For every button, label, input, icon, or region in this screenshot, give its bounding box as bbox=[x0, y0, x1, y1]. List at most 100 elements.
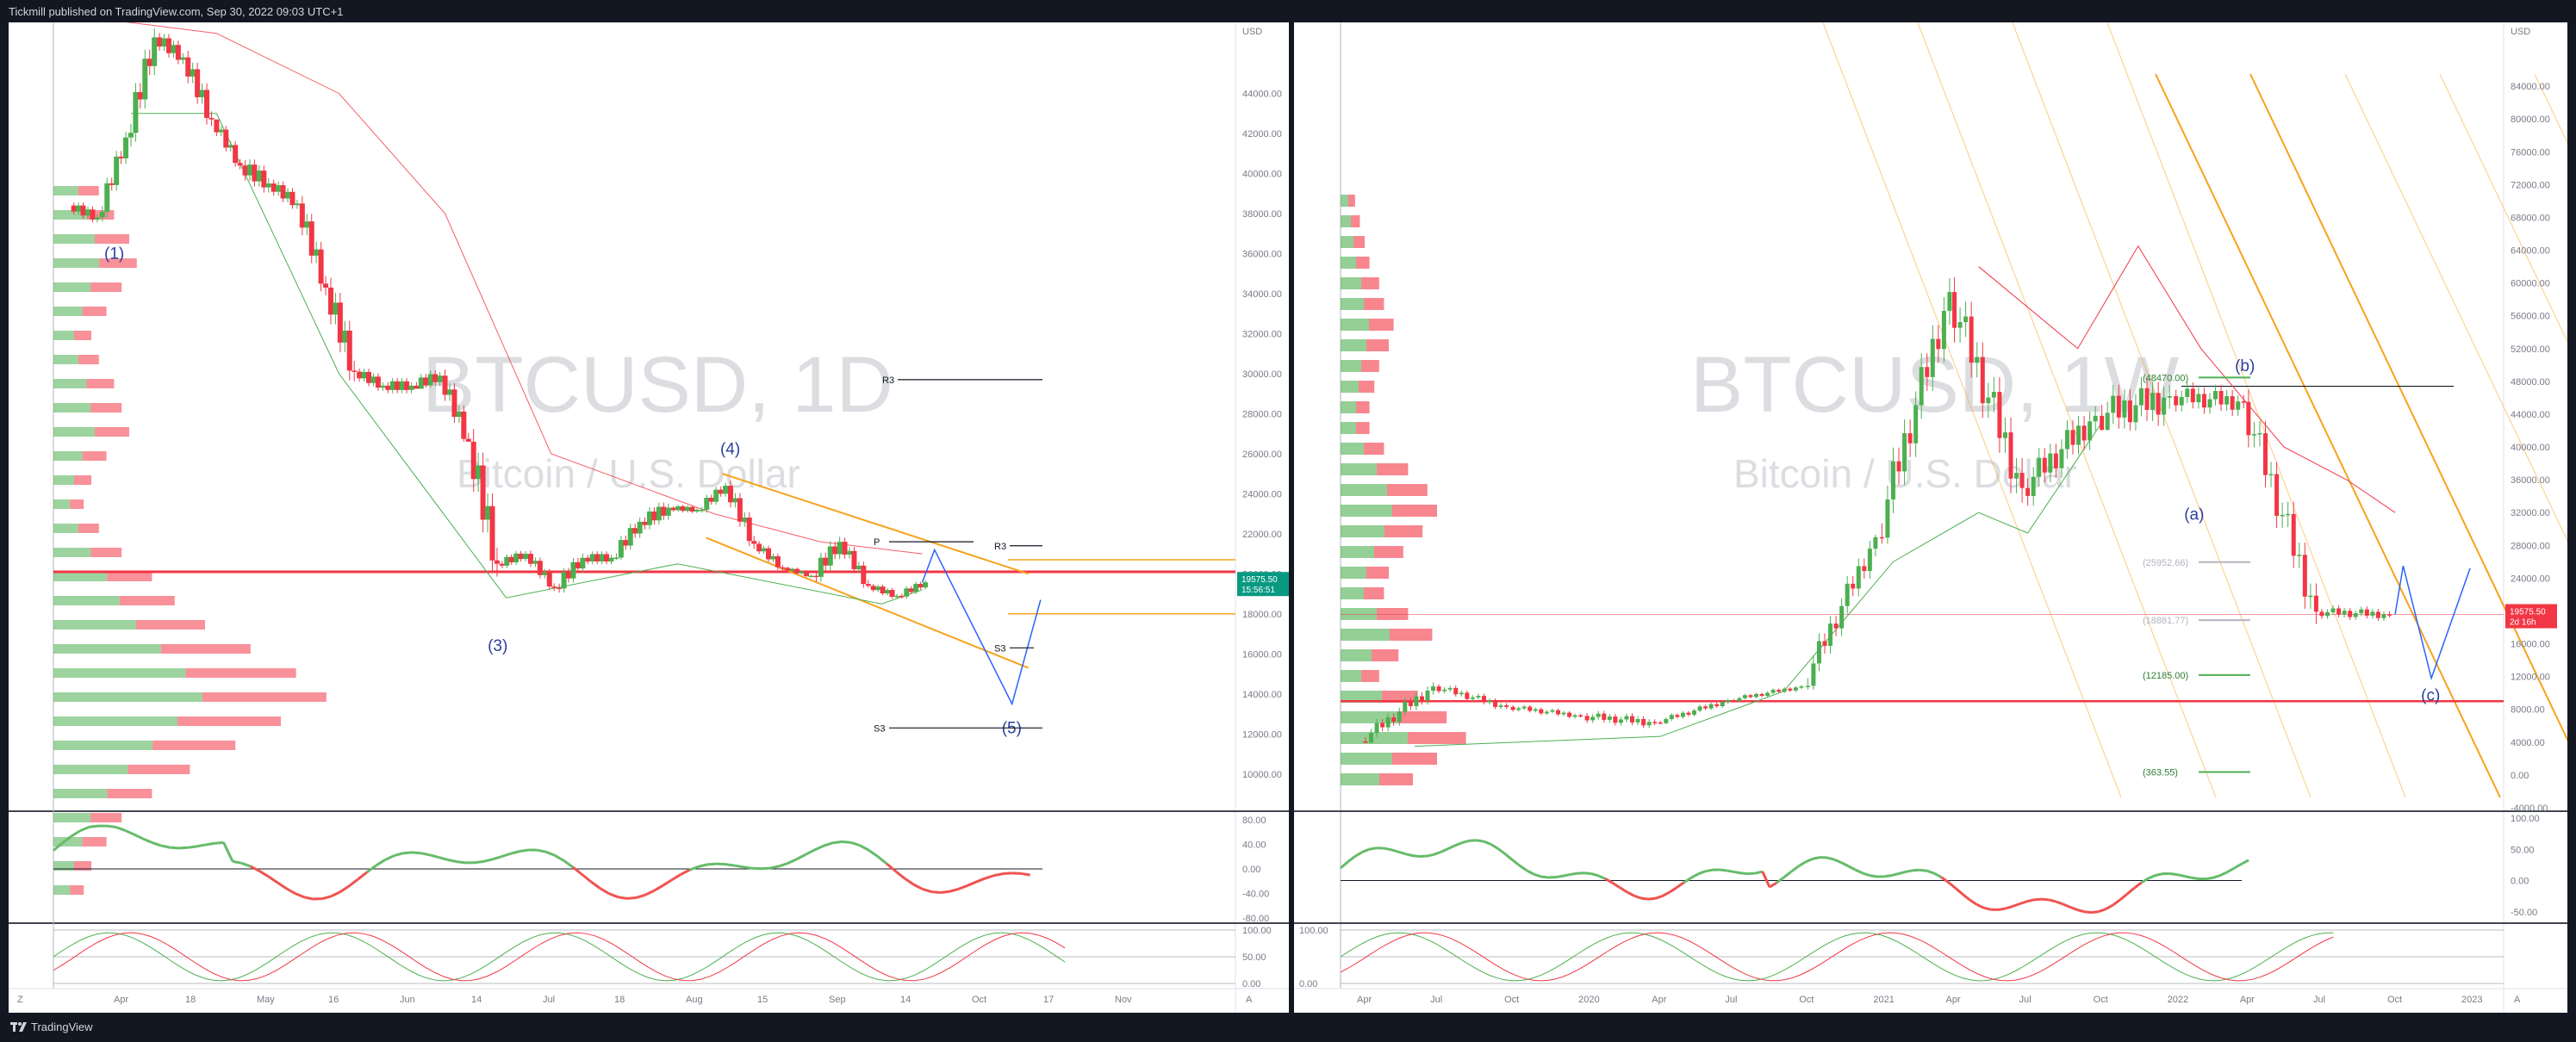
candle-body bbox=[2100, 415, 2105, 431]
volume-profile-down bbox=[74, 331, 91, 340]
candle-body bbox=[1675, 715, 1680, 717]
candle-body bbox=[508, 556, 514, 562]
rsi-segment bbox=[1604, 878, 1614, 884]
candle-body bbox=[2162, 397, 2167, 415]
rsi-segment bbox=[1954, 887, 1964, 896]
candle-body bbox=[770, 555, 776, 560]
candle-body bbox=[923, 582, 929, 588]
candle-body bbox=[1613, 716, 1618, 723]
volume-profile-up bbox=[1341, 587, 1364, 599]
candle-body bbox=[842, 542, 848, 555]
volume-profile-down bbox=[90, 282, 122, 292]
rsi-segment bbox=[2133, 881, 2143, 890]
candle-body bbox=[2359, 609, 2364, 614]
candle-body bbox=[2088, 421, 2093, 441]
rsi-segment bbox=[617, 896, 627, 900]
candle-body bbox=[2268, 474, 2274, 475]
x-tick-label: 16 bbox=[328, 995, 339, 1005]
candle-body bbox=[276, 185, 282, 192]
candle-body bbox=[289, 191, 296, 206]
rsi-segment bbox=[904, 877, 915, 886]
volume-profile-up bbox=[1341, 298, 1364, 310]
candle-body bbox=[1759, 693, 1764, 697]
candle-body bbox=[485, 505, 491, 520]
x-tick-label: Apr bbox=[1652, 995, 1666, 1005]
volume-profile-down bbox=[160, 644, 251, 654]
candle-body bbox=[1380, 723, 1385, 728]
x-tick-label: Oct bbox=[972, 995, 986, 1005]
volume-profile-up bbox=[53, 837, 83, 847]
candle-body bbox=[1793, 687, 1798, 691]
candle-body bbox=[233, 145, 239, 164]
rsi-segment bbox=[71, 829, 81, 838]
fib-label: (12185.00) bbox=[2143, 671, 2188, 681]
candle-body bbox=[165, 38, 171, 53]
rsi-segment bbox=[985, 874, 995, 880]
a-button[interactable]: A bbox=[2514, 995, 2521, 1005]
candle-body bbox=[1680, 712, 1685, 717]
chart-pane-weekly[interactable]: BTCUSD, 1W Bitcoin / U.S. Dollar (a) (b) (c)… bbox=[1294, 22, 2567, 1013]
rsi-segment bbox=[1526, 869, 1534, 876]
a-button[interactable]: A bbox=[1246, 995, 1253, 1005]
rsi-segment bbox=[1683, 877, 1692, 884]
volume-profile-up bbox=[1341, 381, 1359, 393]
candle-body bbox=[2348, 611, 2353, 617]
rsi-segment bbox=[2091, 910, 2099, 915]
candle-body bbox=[1516, 708, 1521, 710]
candle-body bbox=[1391, 717, 1397, 723]
rsi-segment bbox=[1533, 872, 1541, 878]
candle-body bbox=[885, 590, 891, 594]
footer-brand[interactable]: TradingView bbox=[31, 1020, 93, 1033]
candle-body bbox=[2167, 396, 2172, 398]
volume-profile-down bbox=[1361, 670, 1379, 682]
candle-body bbox=[2156, 393, 2161, 415]
candle-body bbox=[1902, 433, 1907, 472]
candle-body bbox=[1539, 709, 1544, 714]
candle-body bbox=[1913, 405, 1919, 443]
rsi-tick-label: 0.00 bbox=[1242, 865, 1260, 875]
candle-body bbox=[1919, 367, 1924, 406]
candle-body bbox=[604, 554, 610, 562]
rsi-segment bbox=[1476, 839, 1484, 843]
channel-lower bbox=[706, 537, 1030, 669]
candle-body bbox=[1997, 392, 2002, 438]
candle-body bbox=[204, 90, 210, 118]
candle-body bbox=[766, 548, 772, 560]
candle-body bbox=[542, 572, 548, 575]
rsi-segment bbox=[823, 841, 834, 847]
candle-body bbox=[208, 117, 215, 120]
rsi-segment bbox=[761, 866, 771, 871]
z-button[interactable]: Z bbox=[17, 995, 23, 1005]
rsi-segment bbox=[1976, 903, 1985, 909]
rsi-segment bbox=[680, 868, 691, 876]
rsi-segment bbox=[321, 895, 332, 901]
volume-profile-down bbox=[185, 668, 296, 678]
x-tick-label: 2023 bbox=[2461, 995, 2482, 1005]
y-tick-label: 84000.00 bbox=[2511, 82, 2550, 92]
candle-body bbox=[2053, 453, 2058, 468]
rsi-segment bbox=[1490, 843, 1499, 850]
candle-body bbox=[2319, 611, 2324, 617]
stoch-tick-label: 0.00 bbox=[1242, 979, 1260, 989]
candle-body bbox=[570, 561, 576, 579]
rsi-segment bbox=[1496, 847, 1506, 855]
candle-body bbox=[2031, 476, 2036, 496]
rsi-tick-label: 80.00 bbox=[1242, 816, 1266, 826]
candle-body bbox=[1550, 710, 1555, 712]
candle-body bbox=[1567, 712, 1572, 717]
candle-body bbox=[2330, 608, 2336, 612]
y-tick-label: 32000.00 bbox=[2511, 508, 2550, 518]
candle-body bbox=[1447, 687, 1453, 690]
candle-body bbox=[1828, 623, 1833, 647]
volume-profile-down bbox=[1392, 753, 1437, 765]
rsi-segment bbox=[644, 890, 655, 896]
y-tick-label: 12000.00 bbox=[1242, 729, 1282, 740]
rsi-segment bbox=[2219, 871, 2228, 878]
rsi-segment bbox=[572, 865, 583, 876]
wave-label: (a) bbox=[2184, 506, 2204, 524]
candle-body bbox=[432, 374, 439, 382]
y-tick-label: 34000.00 bbox=[1242, 289, 1282, 300]
